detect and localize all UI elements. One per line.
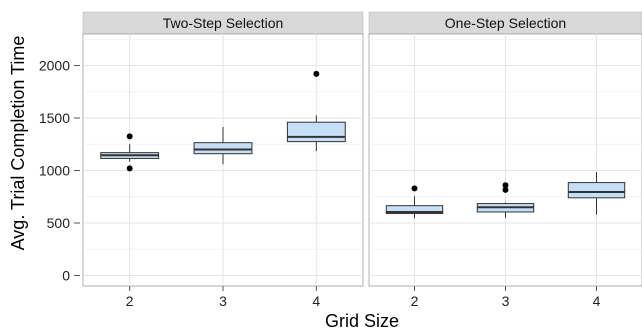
outlier-point bbox=[126, 165, 133, 172]
x-tick-label: 3 bbox=[502, 293, 510, 309]
outlier-point bbox=[411, 185, 418, 192]
strip-label: Two-Step Selection bbox=[163, 15, 284, 31]
facet-panel-2: One-Step Selection 2 3 4 bbox=[368, 11, 642, 309]
outlier-point bbox=[313, 70, 320, 77]
box-2 bbox=[385, 185, 444, 219]
y-tick-label: 0 bbox=[62, 268, 70, 284]
box-4 bbox=[286, 70, 346, 152]
strip-label: One-Step Selection bbox=[445, 15, 566, 31]
x-tick-label: 4 bbox=[312, 293, 320, 309]
y-tick-label: 1000 bbox=[39, 163, 70, 179]
x-tick-label: 3 bbox=[219, 293, 227, 309]
box-iqr bbox=[286, 121, 346, 143]
box-3 bbox=[193, 126, 253, 165]
y-tick-label: 1500 bbox=[39, 110, 70, 126]
box-3 bbox=[476, 182, 535, 218]
y-axis-title: Avg. Trial Completion Time bbox=[8, 36, 28, 251]
outlier-point bbox=[126, 133, 133, 140]
x-tick-label: 2 bbox=[126, 293, 134, 309]
x-tick-label: 4 bbox=[593, 293, 601, 309]
y-tick-label: 2000 bbox=[39, 58, 70, 74]
box-4 bbox=[567, 172, 626, 215]
box-iqr bbox=[385, 205, 444, 215]
box-2 bbox=[100, 133, 160, 172]
x-tick-label: 2 bbox=[411, 293, 419, 309]
box-iqr bbox=[567, 182, 626, 199]
outlier-point bbox=[502, 186, 509, 193]
outlier-point bbox=[502, 182, 509, 189]
x-axis-title: Grid Size bbox=[325, 311, 399, 331]
facet-panel-1: Two-Step Selection 2 3 4 bbox=[82, 11, 364, 309]
box-iqr bbox=[193, 142, 253, 155]
y-tick-label: 500 bbox=[47, 215, 71, 231]
